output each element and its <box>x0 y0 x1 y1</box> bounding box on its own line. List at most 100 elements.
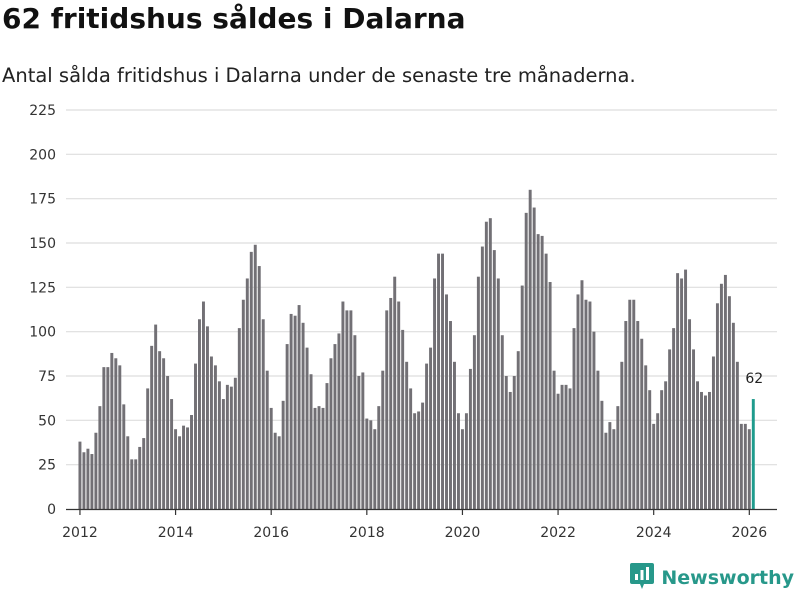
bar-2025-12 <box>743 423 747 509</box>
bar-2023-10 <box>640 338 644 509</box>
bar-2020-10 <box>496 278 500 509</box>
x-tick-label-2022: 2022 <box>540 525 576 541</box>
bar-2012-08 <box>106 367 110 509</box>
newsworthy-logo-icon <box>629 562 655 594</box>
bar-2021-03 <box>516 351 520 509</box>
bar-2022-04 <box>568 388 572 509</box>
bar-2014-07 <box>198 319 201 509</box>
bar-2025-08 <box>727 296 731 509</box>
bar-2012-07 <box>102 367 106 509</box>
bar-2016-05 <box>285 344 289 509</box>
bar-2018-07 <box>389 297 393 509</box>
bar-2018-08 <box>393 276 397 509</box>
y-tick-label-200: 200 <box>29 147 56 163</box>
bar-2025-05 <box>715 303 719 509</box>
bar-2023-09 <box>636 321 640 509</box>
bar-2025-06 <box>719 283 723 509</box>
y-tick-label-175: 175 <box>29 192 56 208</box>
bar-2023-12 <box>648 390 652 509</box>
bar-2020-12 <box>504 376 508 509</box>
bar-2022-01 <box>556 393 560 509</box>
bar-2026-01 <box>747 429 751 509</box>
bar-2015-06 <box>241 299 245 509</box>
bar-2025-11 <box>739 423 743 509</box>
bar-2023-04 <box>616 406 620 509</box>
bar-2024-04 <box>664 381 668 509</box>
y-axis-ticks: 0 25 50 75 100 125 150 175 200 225 <box>29 103 56 518</box>
bar-2012-03 <box>86 448 90 509</box>
bar-2021-12 <box>552 370 556 509</box>
bar-2013-07 <box>150 345 154 509</box>
x-axis: 2012 2014 2016 2018 2020 2022 2024 2026 <box>62 508 777 541</box>
bar-2014-09 <box>205 326 209 509</box>
bar-2018-04 <box>377 406 381 509</box>
bar-2016-10 <box>305 347 309 509</box>
bar-2017-01 <box>317 406 321 509</box>
bar-2020-06 <box>480 246 484 509</box>
bar-2024-02 <box>656 413 660 509</box>
bar-2019-09 <box>445 294 448 509</box>
chart-subtitle: Antal sålda fritidshus i Dalarna under d… <box>2 64 636 87</box>
last-value-label: 62 <box>745 371 763 387</box>
bar-2020-09 <box>492 250 496 510</box>
x-tick-label-2012: 2012 <box>62 525 98 541</box>
bar-2022-11 <box>596 370 600 509</box>
x-tick-label-2018: 2018 <box>349 525 385 541</box>
bar-2018-09 <box>397 301 401 509</box>
bar-2019-07 <box>437 253 441 509</box>
bar-2017-09 <box>349 310 353 509</box>
bar-2013-09 <box>158 351 162 509</box>
bar-2017-10 <box>353 335 357 509</box>
bar-2020-01 <box>460 429 464 509</box>
bar-2016-04 <box>281 400 285 509</box>
bar-2012-04 <box>90 454 94 509</box>
bar-2013-10 <box>162 358 166 509</box>
bar-2019-06 <box>433 278 437 509</box>
newsworthy-brand[interactable]: Newsworthy <box>629 562 794 594</box>
bar-2017-02 <box>321 407 325 509</box>
bar-2016-06 <box>289 313 293 509</box>
bar-2024-12 <box>696 381 699 509</box>
bar-2022-05 <box>572 328 576 509</box>
y-tick-label-125: 125 <box>29 280 56 296</box>
bar-2015-10 <box>257 266 261 509</box>
bar-2015-04 <box>233 377 237 509</box>
bar-2023-05 <box>620 361 624 509</box>
bar-2014-11 <box>213 365 217 509</box>
y-tick-label-225: 225 <box>29 103 56 119</box>
bar-2017-12 <box>361 372 365 509</box>
bar-2018-05 <box>381 370 385 509</box>
bar-2016-02 <box>273 432 277 509</box>
bar-2012-01 <box>78 441 82 509</box>
bar-2024-07 <box>676 273 680 509</box>
bar-2025-09 <box>731 322 735 509</box>
y-tick-label-100: 100 <box>29 325 56 341</box>
bar-2016-03 <box>277 436 281 509</box>
bar-2018-11 <box>405 361 409 509</box>
bar-2020-07 <box>484 221 488 509</box>
bar-2021-10 <box>544 253 548 509</box>
bar-2023-08 <box>632 299 636 509</box>
bar-2013-04 <box>138 446 142 509</box>
bar-2023-03 <box>612 429 616 509</box>
bar-2014-03 <box>182 425 186 509</box>
y-tick-label-75: 75 <box>38 369 56 385</box>
x-tick-label-2024: 2024 <box>636 525 672 541</box>
bar-2024-01 <box>652 423 656 509</box>
bar-2022-09 <box>588 301 592 509</box>
bar-2017-11 <box>357 376 361 509</box>
bar-2025-01 <box>700 391 703 509</box>
bar-2019-12 <box>456 413 460 509</box>
bars <box>78 189 755 510</box>
bar-2014-04 <box>186 427 190 509</box>
bar-2021-11 <box>548 282 552 509</box>
data-labels: 62 <box>745 371 763 387</box>
bar-2021-02 <box>512 376 516 509</box>
bar-2013-06 <box>146 388 150 509</box>
bar-2016-11 <box>309 374 313 509</box>
bar-2014-08 <box>201 301 205 509</box>
bar-2012-12 <box>122 404 126 509</box>
bar-2018-01 <box>365 418 369 509</box>
bar-2017-08 <box>345 310 349 509</box>
